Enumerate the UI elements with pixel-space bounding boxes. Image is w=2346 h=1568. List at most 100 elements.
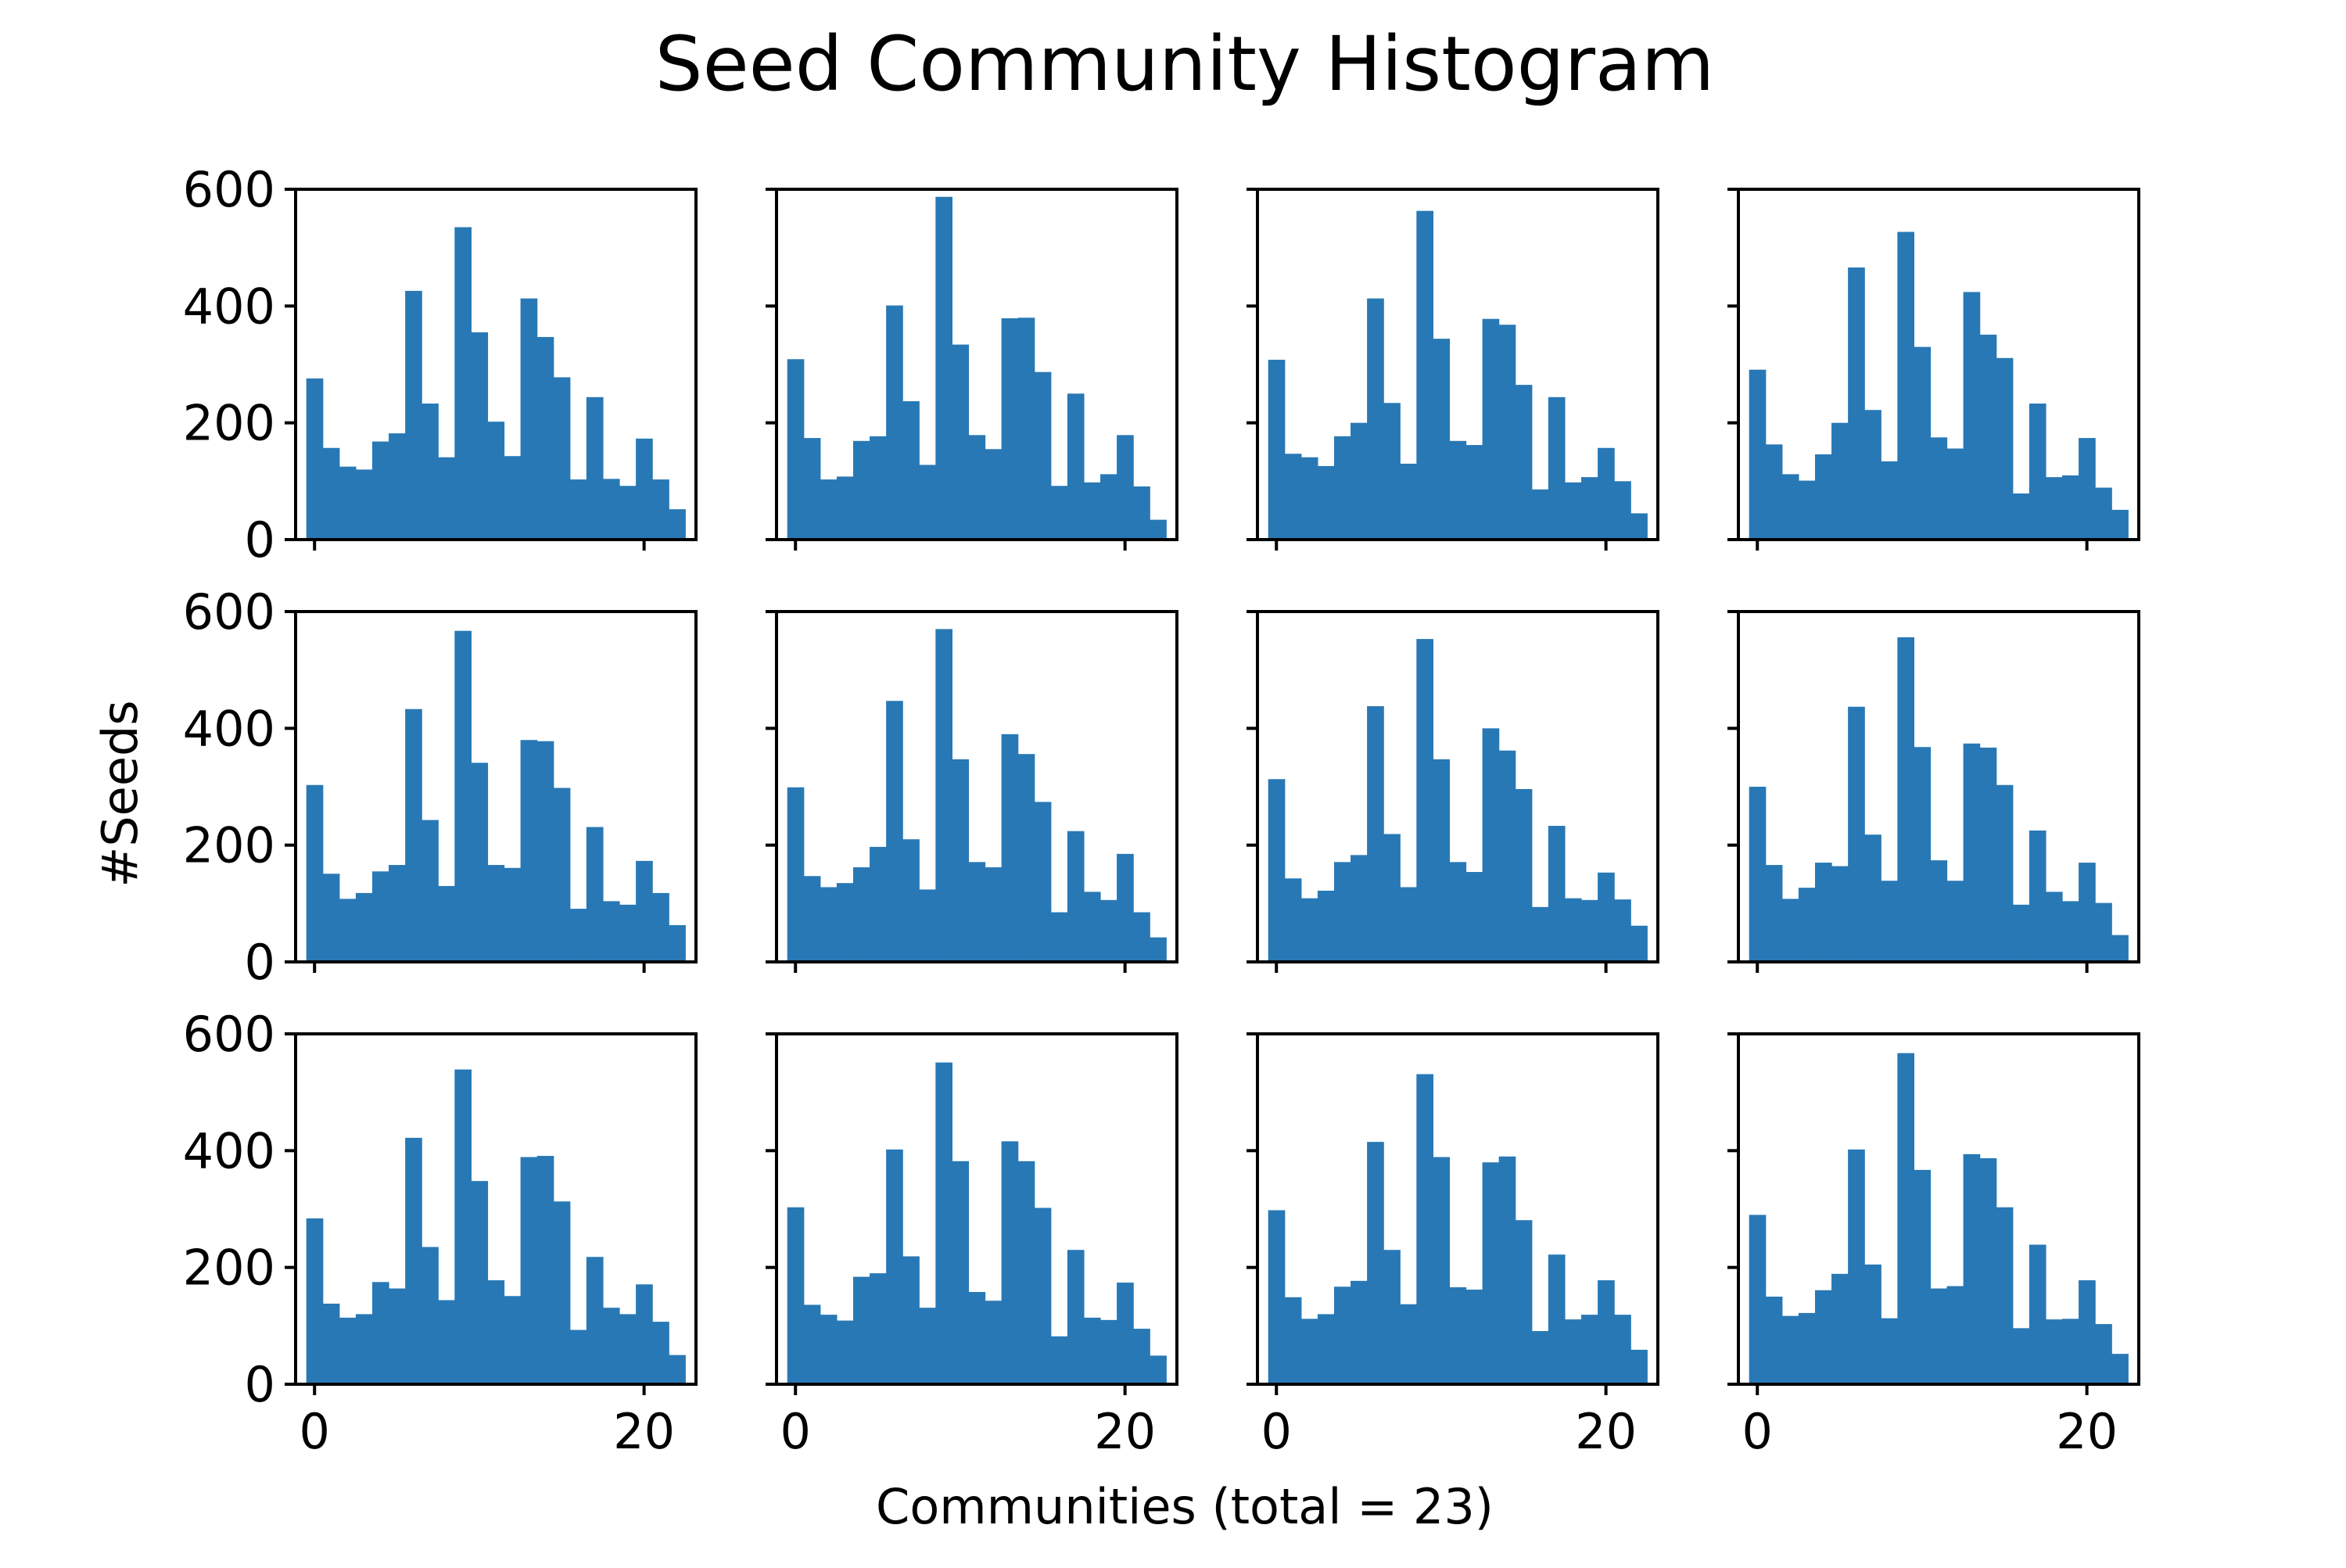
histogram-bar xyxy=(1083,1317,1101,1384)
x-tick-label: 0 xyxy=(1742,1403,1773,1460)
histogram-bar xyxy=(1416,1074,1433,1384)
subplot-frame xyxy=(1737,610,2140,963)
histogram-bar xyxy=(1050,1336,1068,1384)
histogram-bar xyxy=(1133,1329,1150,1384)
histogram-bar xyxy=(1383,403,1401,540)
histogram-bar xyxy=(1548,826,1566,962)
histogram-bar xyxy=(471,332,489,540)
histogram-bar xyxy=(1034,371,1052,540)
histogram-bar xyxy=(820,1315,838,1384)
histogram-bar xyxy=(1781,899,1799,962)
histogram-bar xyxy=(504,867,522,962)
subplot-2 xyxy=(766,188,1178,551)
histogram-bar xyxy=(2062,1319,2079,1384)
histogram-bar xyxy=(652,892,669,962)
histogram-bar xyxy=(787,787,805,962)
histogram-bar xyxy=(1614,899,1631,962)
histogram-bar xyxy=(602,479,620,540)
histogram-bar xyxy=(1979,1158,1997,1384)
histogram-bar xyxy=(968,1292,986,1384)
histogram-bar xyxy=(306,784,324,962)
histogram-bar xyxy=(1017,318,1035,540)
histogram-bar xyxy=(919,465,936,540)
histogram-bar xyxy=(2095,902,2112,962)
histogram-bar xyxy=(1630,513,1648,540)
subplot-10: 0 20 xyxy=(766,1032,1178,1460)
subplot-frame xyxy=(294,1032,698,1386)
histogram-bar xyxy=(454,1069,472,1384)
histogram-bar xyxy=(1367,298,1384,540)
histogram-bar xyxy=(1050,486,1068,540)
histogram-bar xyxy=(1781,474,1799,540)
histogram-bar xyxy=(454,630,472,962)
histogram-bar xyxy=(1598,1280,1615,1384)
histogram-bar xyxy=(1914,346,1932,540)
histogram-bar xyxy=(886,1149,903,1384)
histogram-bar xyxy=(1268,779,1286,962)
histogram-bar xyxy=(2079,1280,2096,1384)
y-tick-label: 600 xyxy=(183,1006,275,1063)
histogram-bar xyxy=(1914,1169,1932,1384)
histogram-bar xyxy=(322,874,340,962)
subplot-5: 0 200 400 600 xyxy=(183,583,698,991)
histogram-bar xyxy=(1515,788,1533,962)
histogram-bar xyxy=(504,1296,522,1384)
histogram-bar xyxy=(1317,890,1335,962)
histogram-bar xyxy=(1897,231,1914,540)
histogram-bar xyxy=(2029,831,2046,962)
histogram-bar xyxy=(1979,334,1997,540)
histogram-bar xyxy=(1001,734,1019,962)
histogram-bar xyxy=(619,486,637,540)
histogram-bar xyxy=(1333,436,1351,540)
histogram-bar xyxy=(968,435,986,540)
histogram-bar xyxy=(1798,888,1816,962)
histogram-bar xyxy=(487,422,505,540)
histogram-bar xyxy=(636,860,653,962)
histogram-bar xyxy=(1268,360,1286,540)
histogram-bar xyxy=(1765,865,1783,962)
histogram-bar xyxy=(952,759,970,962)
histogram-bar xyxy=(2111,935,2129,962)
histogram-bar xyxy=(471,762,489,962)
histogram-bar xyxy=(2062,901,2079,962)
subplot-frame xyxy=(1256,188,1659,541)
x-tick-label: 0 xyxy=(300,1403,330,1460)
histogram-bar xyxy=(1067,831,1085,962)
histogram-bar xyxy=(968,862,986,962)
histogram-bar xyxy=(1864,834,1881,962)
histogram-bar xyxy=(1001,1141,1019,1384)
histogram-bar xyxy=(787,359,805,540)
histogram-bar xyxy=(1482,728,1500,962)
histogram-bar xyxy=(902,1256,920,1384)
histogram-bar xyxy=(1881,461,1898,540)
histogram-bar xyxy=(1765,1297,1783,1384)
histogram-bar xyxy=(1564,898,1582,962)
histogram-bar xyxy=(1034,802,1052,962)
histogram-bar xyxy=(787,1207,805,1384)
histogram-bar xyxy=(1498,750,1516,962)
histogram-bar xyxy=(1017,754,1035,962)
histogram-bar xyxy=(1564,482,1582,540)
histogram-bar xyxy=(1400,887,1417,962)
histogram-bar xyxy=(421,820,439,962)
histogram-bar xyxy=(471,1181,489,1384)
histogram-bar xyxy=(902,839,920,962)
histogram-bar xyxy=(1531,489,1549,540)
histogram-bar xyxy=(1531,1331,1549,1384)
subplot-frame xyxy=(1737,188,2140,541)
subplot-6 xyxy=(766,610,1178,973)
histogram-bar xyxy=(553,788,571,962)
histogram-bar xyxy=(1614,1315,1631,1384)
histogram-bar xyxy=(1831,1273,1849,1384)
histogram-bar xyxy=(1449,1287,1467,1384)
histogram-bar xyxy=(985,1301,1003,1384)
histogram-bar xyxy=(1814,1290,1832,1384)
histogram-bar xyxy=(803,1304,821,1384)
histogram-bar xyxy=(1963,1154,1981,1384)
histogram-bar xyxy=(1996,357,2014,540)
histogram-bar xyxy=(371,1282,389,1384)
histogram-bar xyxy=(520,1157,538,1384)
histogram-bar xyxy=(669,1355,686,1384)
histogram-bar xyxy=(2062,475,2079,540)
